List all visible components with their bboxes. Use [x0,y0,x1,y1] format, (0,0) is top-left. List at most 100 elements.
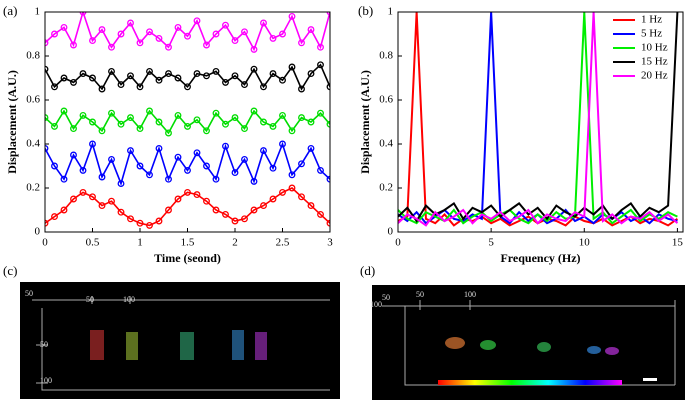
marker [70,78,77,86]
marker [70,41,77,49]
blob [126,332,138,360]
marker [203,127,210,135]
marker [193,149,201,157]
marker [155,144,163,152]
blob [587,346,601,354]
blob [480,340,496,350]
marker [165,206,172,214]
marker [241,28,248,36]
marker [60,107,68,115]
marker [79,188,87,196]
y-tick-label: 0.6 [379,94,393,106]
marker [155,34,163,42]
marker [307,118,315,126]
marker [288,12,296,20]
image-tick-label: 50 [40,340,48,349]
image-box [32,296,330,391]
image-tick-label: 100 [370,300,382,309]
marker [127,19,134,27]
marker [89,118,96,126]
blob [537,342,551,352]
marker [231,37,239,45]
y-tick-label: 0 [388,226,394,238]
panel-label: (d) [360,263,375,278]
marker [117,81,125,89]
marker [117,208,125,216]
marker [98,127,106,135]
marker [260,118,267,126]
marker [146,67,153,75]
x-tick-label: 3 [327,237,333,249]
marker [79,70,87,78]
marker [193,191,201,199]
marker [174,23,182,31]
marker [298,39,305,47]
marker [79,111,87,119]
marker [241,125,248,133]
marker [326,120,330,128]
image-panel-c: (c) 50 50 100 50 100 [3,263,340,399]
marker [317,109,324,117]
marker [298,160,305,168]
marker [269,195,277,203]
blob [255,332,267,360]
marker [155,76,163,84]
blob [605,347,619,355]
x-tick-label: 5 [488,237,494,249]
marker [298,114,305,122]
marker [241,81,248,89]
marker [260,19,267,27]
image-tick-label: 50 [416,290,424,299]
marker [212,175,220,183]
marker [60,206,68,214]
marker [60,74,68,82]
x-tick-label: 0 [42,237,48,249]
series-line [398,12,679,227]
x-tick-label: 10 [579,237,591,249]
marker [89,74,96,82]
x-tick-label: 2 [232,237,238,249]
marker [317,166,324,174]
x-tick-label: 15 [672,237,684,249]
marker [250,65,258,73]
x-tick-label: 2.5 [276,237,290,249]
marker [184,166,191,174]
marker [108,155,115,163]
image-tick-label: 50 [86,295,94,304]
marker [51,30,58,38]
marker [136,83,144,91]
marker [250,206,258,214]
series-line [398,12,678,225]
marker [146,28,153,36]
marker [60,23,68,31]
marker [117,30,125,38]
marker [212,30,220,38]
y-tick-label: 0.8 [26,50,40,62]
y-tick-label: 0.2 [26,182,40,194]
plot-area [398,12,679,227]
marker [279,188,286,196]
marker [288,184,296,192]
image-tick-label: 100 [464,290,476,299]
marker [174,195,182,203]
image-tick-label: 50 [25,289,33,298]
color-bar [438,380,622,385]
marker [317,61,324,69]
marker [174,111,182,119]
panel-label: (c) [3,263,17,278]
marker [136,125,144,133]
marker [269,34,277,42]
marker [250,107,258,115]
legend-label: 1 Hz [641,14,662,26]
x-axis-label: Frequency (Hz) [500,251,580,265]
marker [174,153,182,161]
marker [127,147,134,155]
marker [231,114,239,122]
marker [165,175,172,183]
marker [288,63,296,71]
marker [51,162,58,170]
marker [231,72,239,80]
axes-box [397,11,684,233]
legend-label: 5 Hz [641,28,662,40]
marker [98,173,106,181]
